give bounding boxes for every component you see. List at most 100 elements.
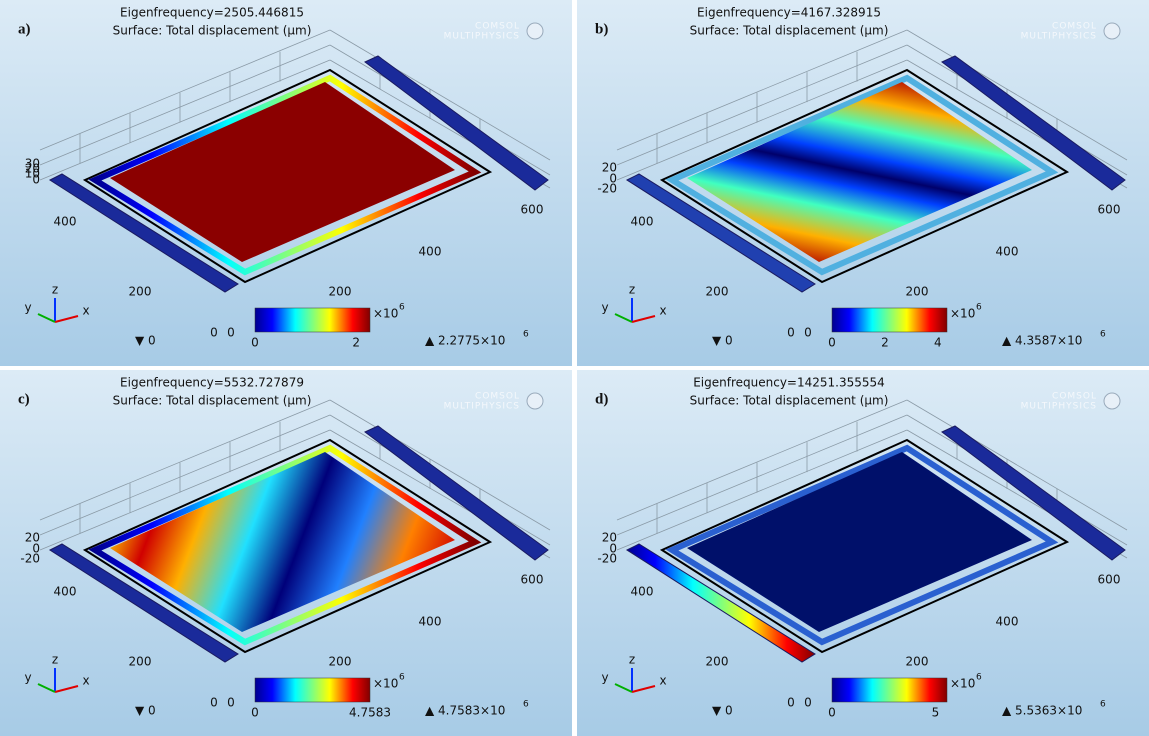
x-tick-label: 600 [521, 573, 544, 587]
panel: 302010040020000200400600a)Eigenfrequency… [0, 0, 572, 366]
y-tick-label: 400 [54, 215, 77, 229]
triad-label: x [82, 304, 89, 318]
z-tick-label: 0 [32, 173, 40, 187]
triad-label: x [82, 674, 89, 688]
colorbar-tick-label: 5 [932, 706, 940, 720]
y-tick-label: 400 [631, 215, 654, 229]
colorbar-unit: ×10 [373, 677, 398, 691]
colorbar-tick-label: 2 [881, 336, 889, 350]
panel-label: d) [595, 391, 608, 407]
y-tick-label: 0 [787, 326, 795, 340]
colorbar-unit: ×10 [373, 307, 398, 321]
colorbar-tick-label: 4 [934, 336, 942, 350]
colorbar-exponent: 6 [399, 673, 405, 683]
x-tick-label: 600 [521, 203, 544, 217]
panel: 200-2040020000200400600d)Eigenfrequency=… [577, 370, 1149, 736]
triad-label: z [629, 653, 635, 667]
colorbar [255, 678, 370, 702]
y-tick-label: 200 [129, 655, 152, 669]
watermark: COMSOL [1052, 392, 1097, 402]
colorbar-tick-label: 0 [251, 706, 259, 720]
max-label: ▲ 4.7583×10 [425, 704, 505, 718]
max-exponent: 6 [1100, 330, 1106, 340]
triad-label: z [52, 653, 58, 667]
logo [527, 393, 543, 409]
colorbar-exponent: 6 [976, 673, 982, 683]
y-tick-label: 400 [54, 585, 77, 599]
y-tick-label: 200 [706, 655, 729, 669]
colorbar-tick-label: 0 [251, 336, 259, 350]
colorbar-tick-label: 4.7583 [349, 706, 391, 720]
subtitle: Surface: Total displacement (µm) [690, 24, 889, 38]
title: Eigenfrequency=14251.355554 [693, 376, 885, 390]
triad-label: z [629, 283, 635, 297]
y-tick-label: 400 [631, 585, 654, 599]
logo [1104, 393, 1120, 409]
colorbar [832, 678, 947, 702]
x-tick-label: 600 [1098, 573, 1121, 587]
triad-label: y [24, 301, 31, 315]
x-tick-label: 400 [419, 615, 442, 629]
z-tick-label: -20 [20, 552, 40, 566]
logo [527, 23, 543, 39]
max-exponent: 6 [523, 330, 529, 340]
max-exponent: 6 [1100, 700, 1106, 710]
y-tick-label: 200 [706, 285, 729, 299]
figure: 302010040020000200400600a)Eigenfrequency… [0, 0, 1149, 736]
triad-label: y [601, 671, 608, 685]
logo [1104, 23, 1120, 39]
watermark: COMSOL [475, 392, 520, 402]
x-tick-label: 600 [1098, 203, 1121, 217]
title: Eigenfrequency=4167.328915 [697, 6, 881, 20]
max-label: ▲ 5.5363×10 [1002, 704, 1082, 718]
x-tick-label: 200 [329, 655, 352, 669]
colorbar-tick-label: 0 [828, 336, 836, 350]
max-label: ▲ 2.2775×10 [425, 334, 505, 348]
watermark: MULTIPHYSICS [444, 32, 520, 42]
x-tick-label: 0 [227, 326, 235, 340]
colorbar-tick-label: 0 [828, 706, 836, 720]
watermark: MULTIPHYSICS [1021, 402, 1097, 412]
x-tick-label: 200 [906, 655, 929, 669]
triad-label: y [601, 301, 608, 315]
triad-label: x [659, 304, 666, 318]
y-tick-label: 0 [787, 696, 795, 710]
max-label: ▲ 4.3587×10 [1002, 334, 1082, 348]
watermark: COMSOL [475, 22, 520, 32]
colorbar-exponent: 6 [399, 303, 405, 313]
title: Eigenfrequency=2505.446815 [120, 6, 304, 20]
panel-label: c) [18, 391, 30, 407]
colorbar [832, 308, 947, 332]
y-tick-label: 0 [210, 696, 218, 710]
subtitle: Surface: Total displacement (µm) [113, 394, 312, 408]
min-label: ▼ 0 [712, 704, 733, 718]
watermark: MULTIPHYSICS [1021, 32, 1097, 42]
triad-label: x [659, 674, 666, 688]
page: 302010040020000200400600a)Eigenfrequency… [0, 0, 1149, 736]
x-tick-label: 0 [804, 696, 812, 710]
x-tick-label: 200 [329, 285, 352, 299]
y-tick-label: 0 [210, 326, 218, 340]
title: Eigenfrequency=5532.727879 [120, 376, 304, 390]
x-tick-label: 200 [906, 285, 929, 299]
panel-label: a) [18, 21, 31, 37]
x-tick-label: 400 [996, 615, 1019, 629]
min-label: ▼ 0 [712, 334, 733, 348]
x-tick-label: 400 [419, 245, 442, 259]
panel-label: b) [595, 21, 608, 37]
x-tick-label: 0 [804, 326, 812, 340]
z-tick-label: -20 [597, 552, 617, 566]
colorbar [255, 308, 370, 332]
watermark: MULTIPHYSICS [444, 402, 520, 412]
max-exponent: 6 [523, 700, 529, 710]
colorbar-exponent: 6 [976, 303, 982, 313]
panel: 200-2040020000200400600b)Eigenfrequency=… [577, 0, 1149, 366]
x-tick-label: 400 [996, 245, 1019, 259]
subtitle: Surface: Total displacement (µm) [113, 24, 312, 38]
y-tick-label: 200 [129, 285, 152, 299]
triad-label: z [52, 283, 58, 297]
z-tick-label: -20 [597, 182, 617, 196]
colorbar-unit: ×10 [950, 677, 975, 691]
colorbar-tick-label: 2 [352, 336, 360, 350]
